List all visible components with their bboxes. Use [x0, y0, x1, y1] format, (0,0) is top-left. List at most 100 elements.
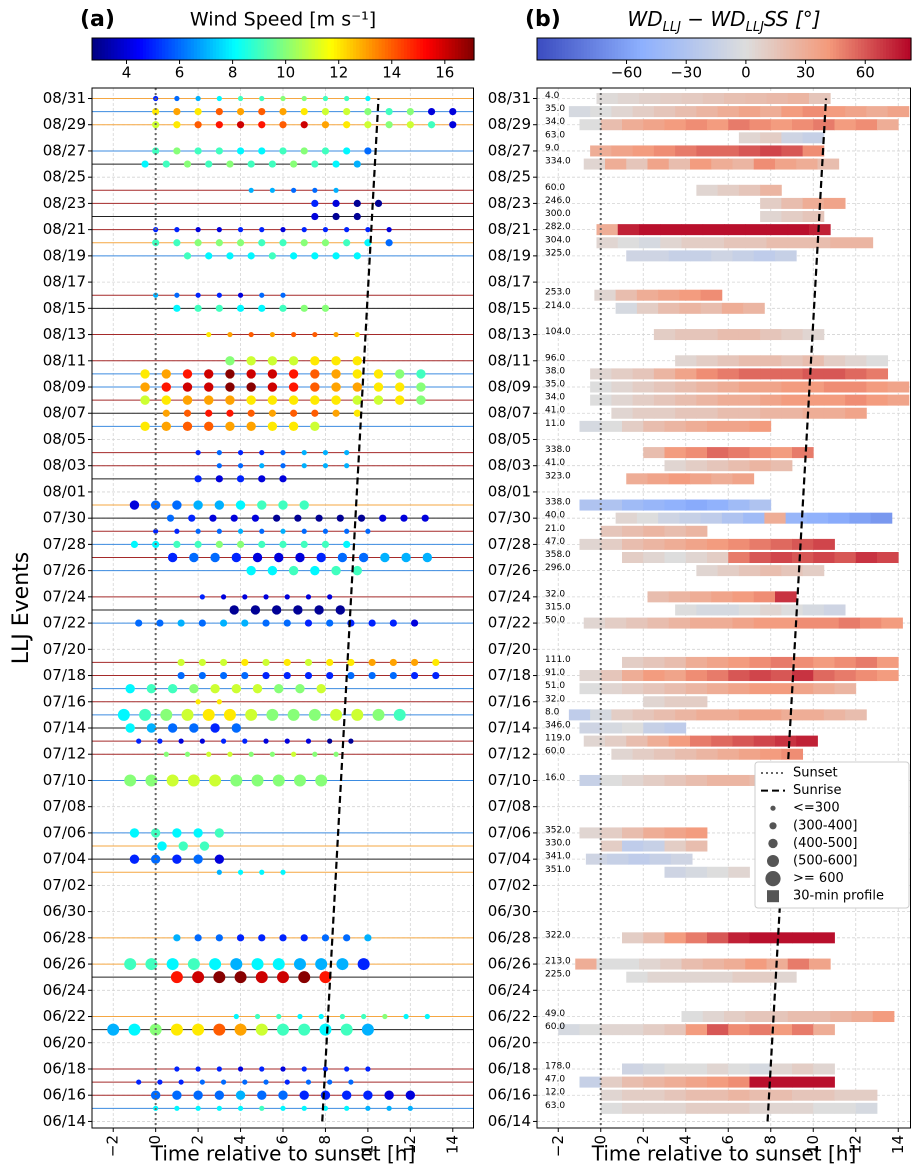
colorbar-cell — [608, 38, 613, 60]
profile-cell — [622, 932, 644, 944]
profile-cell — [685, 538, 708, 550]
colorbar-cell — [174, 38, 179, 60]
profile-cell — [792, 670, 814, 682]
legend-marker — [768, 838, 778, 849]
wind-dot — [195, 1066, 201, 1072]
profile-cell — [600, 499, 623, 511]
profile-cell — [728, 1089, 750, 1101]
profile-cell — [636, 289, 659, 301]
event-label: 246.0 — [545, 196, 571, 206]
colorbar-cell — [279, 38, 284, 60]
profile-cell — [702, 1011, 725, 1023]
profile-cell — [664, 552, 687, 564]
colorbar-cell — [263, 38, 268, 60]
profile-cell — [600, 1024, 623, 1036]
profile-cell — [600, 840, 623, 852]
profile-cell — [787, 958, 810, 970]
profile-cell — [668, 158, 691, 170]
profile-cell — [749, 552, 772, 564]
profile-cell — [632, 145, 655, 157]
profile-cell — [845, 394, 867, 406]
profile-cell — [702, 237, 725, 249]
colorbar-cell — [820, 38, 825, 60]
wind-dot — [368, 658, 376, 667]
wind-dot — [195, 528, 201, 534]
profile-cell — [664, 460, 687, 472]
wind-dot — [322, 95, 329, 102]
profile-cell — [600, 420, 623, 432]
wind-dot — [248, 331, 254, 338]
colorbar-cell — [552, 38, 557, 60]
profile-cell — [717, 709, 740, 721]
colorbar-cell — [107, 38, 112, 60]
wind-dot — [406, 121, 414, 129]
y-tick-label: 07/18 — [488, 666, 531, 684]
wind-dot — [174, 1105, 180, 1111]
y-tick-label: 06/14 — [43, 1112, 86, 1130]
wind-dot — [172, 1090, 182, 1100]
profile-cell — [643, 538, 665, 550]
event-label: 41.0 — [545, 458, 565, 468]
colorbar-cell — [889, 38, 893, 60]
wind-dot — [230, 958, 243, 971]
wind-dot — [258, 304, 266, 312]
colorbar-cell — [216, 38, 220, 60]
y-tick-label: 08/03 — [43, 456, 86, 474]
event-label: 21.0 — [545, 524, 565, 534]
wind-dot — [305, 594, 312, 600]
wind-dot — [347, 671, 355, 680]
wind-dot — [242, 1079, 248, 1085]
event-label: 119.0 — [545, 734, 571, 744]
wind-dot — [205, 252, 213, 260]
profile-cell — [770, 670, 793, 682]
wind-dot — [129, 500, 140, 510]
y-tick-label: 06/22 — [43, 1007, 86, 1025]
profile-cell — [787, 237, 810, 249]
colorbar-cell — [451, 38, 456, 60]
wind-dot — [298, 971, 311, 984]
profile-cell — [600, 827, 623, 839]
x-tick-label: 12 — [846, 1135, 864, 1154]
profile-cell — [828, 512, 850, 524]
y-axis-label: LLJ Events — [9, 552, 34, 664]
profile-cell — [622, 656, 644, 668]
profile-cell — [622, 119, 644, 131]
wind-dot — [173, 239, 181, 247]
profile-cell — [647, 617, 670, 629]
profile-cell — [600, 774, 623, 786]
profile-cell — [802, 381, 825, 393]
wind-dot — [301, 528, 307, 534]
event-label: 47.0 — [545, 537, 565, 547]
wind-dot — [220, 1079, 227, 1085]
colorbar-cell — [324, 38, 329, 60]
profile-cell — [813, 683, 835, 695]
profile-cell — [849, 512, 872, 524]
colorbar-cell — [181, 38, 185, 60]
colorbar-tick-label: 0 — [741, 64, 751, 82]
y-tick-label: 08/03 — [488, 456, 531, 474]
profile-cell — [745, 958, 767, 970]
profile-cell — [753, 250, 776, 262]
y-tick-label: 06/26 — [43, 955, 86, 973]
legend-label: (500-600] — [793, 854, 857, 869]
profile-cell — [643, 827, 665, 839]
colorbar-cell — [870, 38, 875, 60]
colorbar-cell — [273, 38, 278, 60]
profile-cell — [707, 683, 729, 695]
wind-dot — [209, 774, 222, 787]
colorbar-cell — [410, 38, 415, 60]
profile-cell — [707, 460, 729, 472]
wind-dot — [178, 841, 188, 851]
profile-cell — [643, 499, 665, 511]
wind-dot — [280, 1066, 286, 1072]
wind-dot — [237, 95, 244, 102]
event-label: 351.0 — [545, 865, 571, 875]
profile-cell — [681, 224, 704, 236]
profile-cell — [764, 512, 787, 524]
profile-cell — [711, 971, 733, 983]
profile-cell — [685, 696, 708, 708]
wind-dot — [315, 958, 328, 971]
profile-cell — [823, 604, 846, 616]
wind-dot — [348, 1079, 354, 1085]
wind-dot — [259, 227, 265, 233]
